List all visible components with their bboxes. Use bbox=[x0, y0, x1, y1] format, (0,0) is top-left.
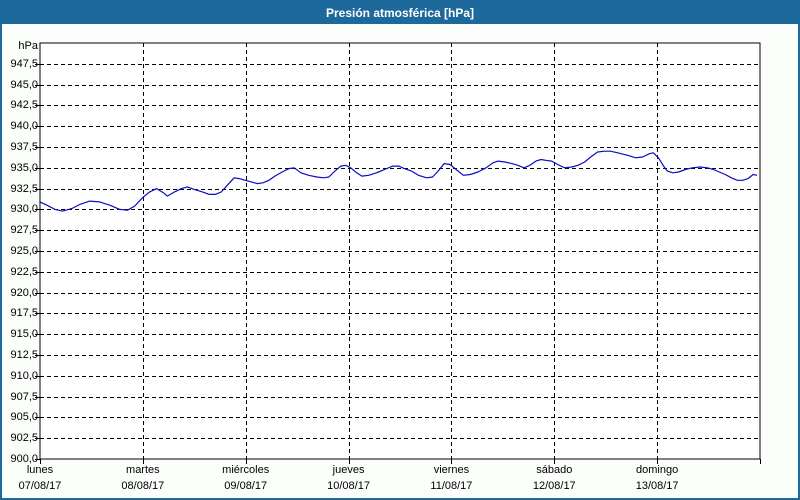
title-bar: Presión atmosférica [hPa] bbox=[2, 2, 798, 24]
x-axis-date-label: 07/08/17 bbox=[18, 480, 62, 492]
y-axis-label: 932,5 bbox=[10, 182, 38, 195]
y-axis-label: 937,5 bbox=[10, 140, 38, 153]
x-axis-day-label: lunes bbox=[26, 464, 54, 476]
y-axis-label: 940,0 bbox=[10, 119, 38, 132]
y-axis-label: 912,5 bbox=[10, 348, 38, 361]
y-axis-label: 942,5 bbox=[10, 98, 38, 111]
y-axis-label: 910,0 bbox=[10, 369, 38, 382]
y-axis-label: 905,0 bbox=[10, 410, 38, 423]
y-axis-label: 935,0 bbox=[10, 161, 38, 174]
x-axis-date-label: 12/08/17 bbox=[532, 480, 576, 492]
plot-svg bbox=[35, 42, 761, 464]
y-axis-label: 900,0 bbox=[10, 452, 38, 465]
x-axis-day-label: jueves bbox=[332, 464, 365, 476]
y-axis-label: 925,0 bbox=[10, 244, 38, 257]
y-axis-label: 917,5 bbox=[10, 306, 38, 319]
y-axis-label: 930,0 bbox=[10, 202, 38, 215]
y-axis-label: 922,5 bbox=[10, 265, 38, 278]
x-axis-day-label: sábado bbox=[536, 464, 573, 476]
x-axis-date-label: 10/08/17 bbox=[327, 480, 370, 492]
y-axis-unit-label: hPa bbox=[18, 40, 38, 52]
y-axis-label: 927,5 bbox=[10, 223, 38, 236]
y-axis-label: 902,5 bbox=[10, 431, 38, 444]
x-axis-date-label: 11/08/17 bbox=[430, 480, 473, 492]
y-axis-label: 947,5 bbox=[10, 57, 38, 70]
y-axis-label: 915,0 bbox=[10, 327, 38, 340]
x-axis-day-label: miércoles bbox=[222, 464, 270, 476]
pressure-line bbox=[39, 150, 758, 212]
x-axis-date-label: 08/08/17 bbox=[121, 480, 165, 492]
y-axis-label: 945,0 bbox=[10, 78, 38, 91]
x-axis-day-label: martes bbox=[126, 464, 160, 476]
x-axis-day-label: domingo bbox=[636, 464, 679, 476]
x-axis-date-label: 09/08/17 bbox=[224, 480, 268, 492]
y-axis-label: 920,0 bbox=[10, 286, 38, 299]
y-axis-label: 907,5 bbox=[10, 390, 38, 403]
chart-title: Presión atmosférica [hPa] bbox=[325, 6, 475, 20]
x-axis-date-label: 13/08/17 bbox=[635, 480, 679, 492]
plot-area: hPa 947,5 945,0 942,5 940,0 937,5 935,0 932,5 9… bbox=[2, 24, 798, 498]
x-axis-day-label: viernes bbox=[433, 464, 470, 476]
